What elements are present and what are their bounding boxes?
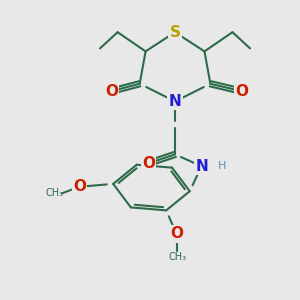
Text: CH₃: CH₃ bbox=[45, 188, 63, 198]
Text: O: O bbox=[170, 226, 183, 242]
Text: S: S bbox=[169, 25, 181, 40]
Text: CH₃: CH₃ bbox=[169, 253, 187, 262]
Text: O: O bbox=[73, 179, 86, 194]
Text: O: O bbox=[105, 84, 118, 99]
Text: N: N bbox=[195, 159, 208, 174]
Text: O: O bbox=[235, 84, 248, 99]
Text: H: H bbox=[218, 161, 226, 171]
Text: O: O bbox=[142, 156, 155, 171]
Text: N: N bbox=[169, 94, 182, 109]
